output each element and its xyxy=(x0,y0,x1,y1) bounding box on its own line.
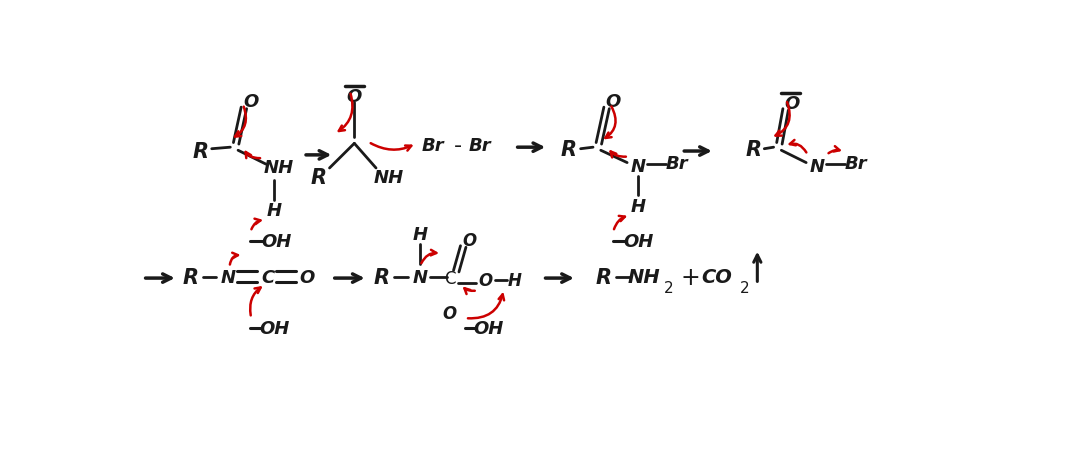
Text: N: N xyxy=(809,157,824,175)
Text: OH: OH xyxy=(261,233,292,251)
Text: H: H xyxy=(266,202,281,220)
Text: O: O xyxy=(462,231,477,249)
Text: N: N xyxy=(631,157,646,175)
Text: O: O xyxy=(347,87,362,106)
Text: R: R xyxy=(596,267,612,287)
Text: H: H xyxy=(631,197,646,215)
Text: CO: CO xyxy=(702,267,732,286)
Text: OH: OH xyxy=(473,319,503,337)
Text: Br: Br xyxy=(422,137,445,155)
Text: 2: 2 xyxy=(740,280,750,295)
Text: Br: Br xyxy=(845,154,867,172)
Text: NH: NH xyxy=(374,169,404,187)
Text: O: O xyxy=(606,93,621,111)
Text: N: N xyxy=(413,268,428,286)
Text: Br: Br xyxy=(469,137,491,155)
Text: O: O xyxy=(299,268,314,286)
Text: C: C xyxy=(444,270,456,287)
Text: O: O xyxy=(243,93,258,111)
Text: R: R xyxy=(745,140,761,160)
Text: O: O xyxy=(443,305,457,323)
Text: R: R xyxy=(193,142,208,161)
Text: NH: NH xyxy=(627,267,661,286)
Text: R: R xyxy=(561,140,577,160)
Text: N: N xyxy=(220,268,235,286)
Text: OH: OH xyxy=(259,319,289,337)
Text: -: - xyxy=(454,136,462,156)
Text: R: R xyxy=(183,267,199,287)
Text: H: H xyxy=(508,272,522,290)
Text: Br: Br xyxy=(665,154,688,172)
Text: NH: NH xyxy=(264,159,294,177)
Text: H: H xyxy=(413,226,428,244)
Text: C: C xyxy=(261,268,274,286)
Text: O: O xyxy=(478,272,492,290)
Text: R: R xyxy=(311,168,327,188)
Text: R: R xyxy=(374,267,390,287)
Text: +: + xyxy=(680,265,701,289)
Text: O: O xyxy=(784,94,800,112)
Text: OH: OH xyxy=(623,233,653,251)
Text: 2: 2 xyxy=(664,280,674,295)
